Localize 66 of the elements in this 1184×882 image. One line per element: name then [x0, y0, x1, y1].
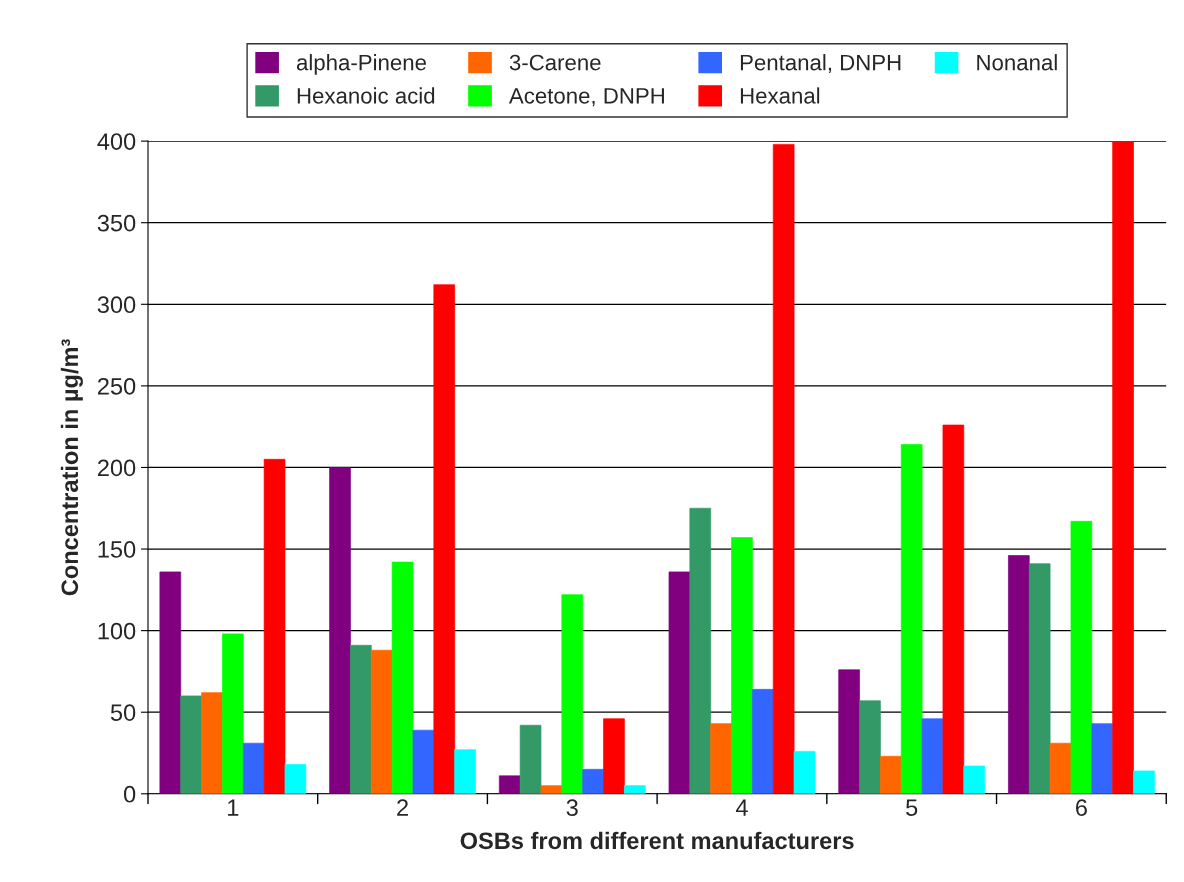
- bar: [963, 765, 985, 794]
- y-axis-title: Concentration in µg/m³: [60, 339, 83, 596]
- bar: [859, 700, 881, 794]
- bar: [222, 633, 244, 794]
- bar: [772, 144, 795, 794]
- legend-label: Pentanal, DNPH: [740, 54, 901, 74]
- bar: [793, 751, 816, 794]
- x-tick-label: 2: [397, 799, 408, 816]
- y-tick-label: 50: [110, 704, 136, 721]
- bar: [880, 755, 902, 794]
- bar: [329, 467, 351, 794]
- x-tick-label: 4: [735, 799, 748, 816]
- x-tick-label: 6: [1076, 799, 1087, 816]
- bar: [921, 718, 944, 794]
- x-tick-label: 3: [566, 799, 578, 816]
- bar: [668, 571, 691, 794]
- bar: [731, 537, 753, 794]
- x-tick-label: 5: [906, 799, 918, 816]
- bar: [370, 649, 393, 794]
- bar: [201, 692, 223, 794]
- bar: [412, 729, 435, 794]
- legend-label: Hexanal: [740, 87, 820, 104]
- bar: [498, 775, 521, 794]
- bar: [561, 594, 584, 794]
- bar: [1049, 742, 1072, 794]
- bar: [603, 718, 625, 794]
- bar: [263, 458, 286, 794]
- bar: [1008, 555, 1030, 794]
- bar: [752, 689, 774, 794]
- y-tick-label: 150: [98, 541, 136, 558]
- bar: [1028, 563, 1051, 794]
- bar: [180, 695, 202, 794]
- bar: [582, 768, 604, 794]
- bar: [838, 669, 860, 794]
- y-tick-label: 0: [123, 785, 136, 803]
- bar: [519, 724, 542, 794]
- bar: [689, 507, 712, 794]
- y-tick-label: 350: [97, 214, 136, 232]
- bar: [284, 764, 307, 794]
- bar: [540, 785, 563, 794]
- bar: [159, 571, 182, 794]
- x-axis-title: OSBs from different manufacturers: [460, 831, 854, 850]
- bar: [900, 444, 923, 794]
- bar: [1070, 520, 1093, 794]
- bar: [242, 742, 265, 794]
- bar: [942, 424, 965, 794]
- x-tick-label: 1: [228, 799, 239, 816]
- bar: [350, 644, 372, 794]
- bar: [391, 561, 414, 794]
- bar: [624, 785, 646, 794]
- bar: [454, 749, 476, 794]
- bar: [1133, 770, 1155, 794]
- y-tick-label: 250: [97, 377, 136, 395]
- bar: [433, 284, 456, 794]
- y-tick-label: 400: [97, 133, 136, 150]
- y-tick-label: 200: [97, 459, 136, 477]
- legend-label: Acetone, DNPH: [508, 88, 664, 107]
- y-tick-label: 300: [97, 296, 136, 314]
- bar: [1091, 723, 1114, 794]
- bar: [710, 723, 732, 794]
- legend-label: 3-Carene: [509, 54, 601, 71]
- legend-label: Hexanoic acid: [297, 87, 435, 104]
- y-tick-label: 100: [98, 622, 136, 640]
- bar: [1112, 141, 1134, 794]
- legend-label: alpha-Pinene: [296, 54, 426, 75]
- legend-label: Nonanal: [977, 54, 1057, 71]
